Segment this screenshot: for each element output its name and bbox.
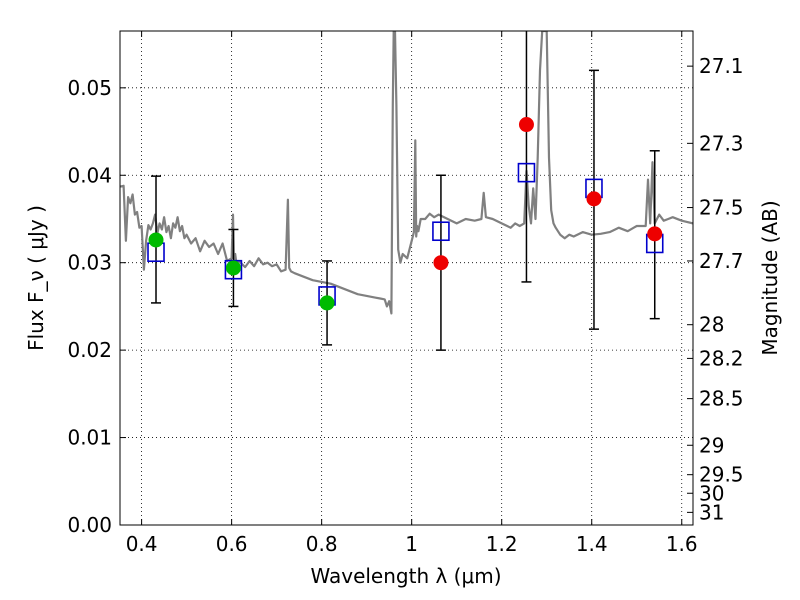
right-tick-label: 27.7 xyxy=(699,249,744,273)
right-tick-label: 27.5 xyxy=(699,196,744,220)
x-tick-label: 0.4 xyxy=(126,532,158,556)
x-tick-label: 1.2 xyxy=(486,532,518,556)
y-tick-label: 0.01 xyxy=(67,426,112,450)
x-tick-label: 1.4 xyxy=(576,532,608,556)
observed-point xyxy=(225,260,241,276)
observed-point xyxy=(148,232,164,248)
plot-area xyxy=(120,31,693,315)
right-axis-title: Magnitude (AB) xyxy=(758,200,782,355)
x-tick-label: 1.6 xyxy=(666,532,698,556)
observed-point xyxy=(586,191,602,207)
right-tick-label: 28.5 xyxy=(699,387,744,411)
observed-point xyxy=(518,117,534,133)
x-axis-ticks: 0.4 0.6 0.8 1 1.2 1.4 1.6 xyxy=(126,31,698,556)
y-tick-label: 0.04 xyxy=(67,163,112,187)
y-tick-label: 0.05 xyxy=(67,76,112,100)
model-spectrum-line xyxy=(120,31,693,315)
y-axis-title: Flux F_ν ( μJy ) xyxy=(24,205,48,351)
right-tick-label: 27.1 xyxy=(699,54,744,78)
y-tick-label: 0.03 xyxy=(67,251,112,275)
observed-point xyxy=(647,226,663,242)
y-tick-label: 0.00 xyxy=(67,513,112,537)
error-bars xyxy=(147,31,664,351)
right-tick-label: 27.3 xyxy=(699,131,744,155)
x-axis-title: Wavelength λ (μm) xyxy=(310,564,501,588)
plot-background xyxy=(120,31,693,525)
observed-point xyxy=(319,295,335,311)
x-tick-label: 0.6 xyxy=(216,532,248,556)
right-tick-label: 28.2 xyxy=(699,346,744,370)
model-square-marker xyxy=(517,162,536,183)
right-tick-label: 29.5 xyxy=(699,463,744,487)
plot-frame xyxy=(119,30,694,526)
right-tick-label: 28 xyxy=(699,313,724,337)
right-tick-label: 31 xyxy=(699,500,724,524)
y-axis-ticks: 0.00 0.01 0.02 0.03 0.04 0.05 xyxy=(67,76,126,537)
y-tick-label: 0.02 xyxy=(67,338,112,362)
right-tick-label: 30 xyxy=(699,481,724,505)
x-tick-label: 1 xyxy=(405,532,418,556)
observed-point xyxy=(433,255,449,271)
model-square-marker xyxy=(432,221,450,242)
x-tick-label: 0.8 xyxy=(306,532,338,556)
right-tick-label: 29 xyxy=(699,433,724,457)
